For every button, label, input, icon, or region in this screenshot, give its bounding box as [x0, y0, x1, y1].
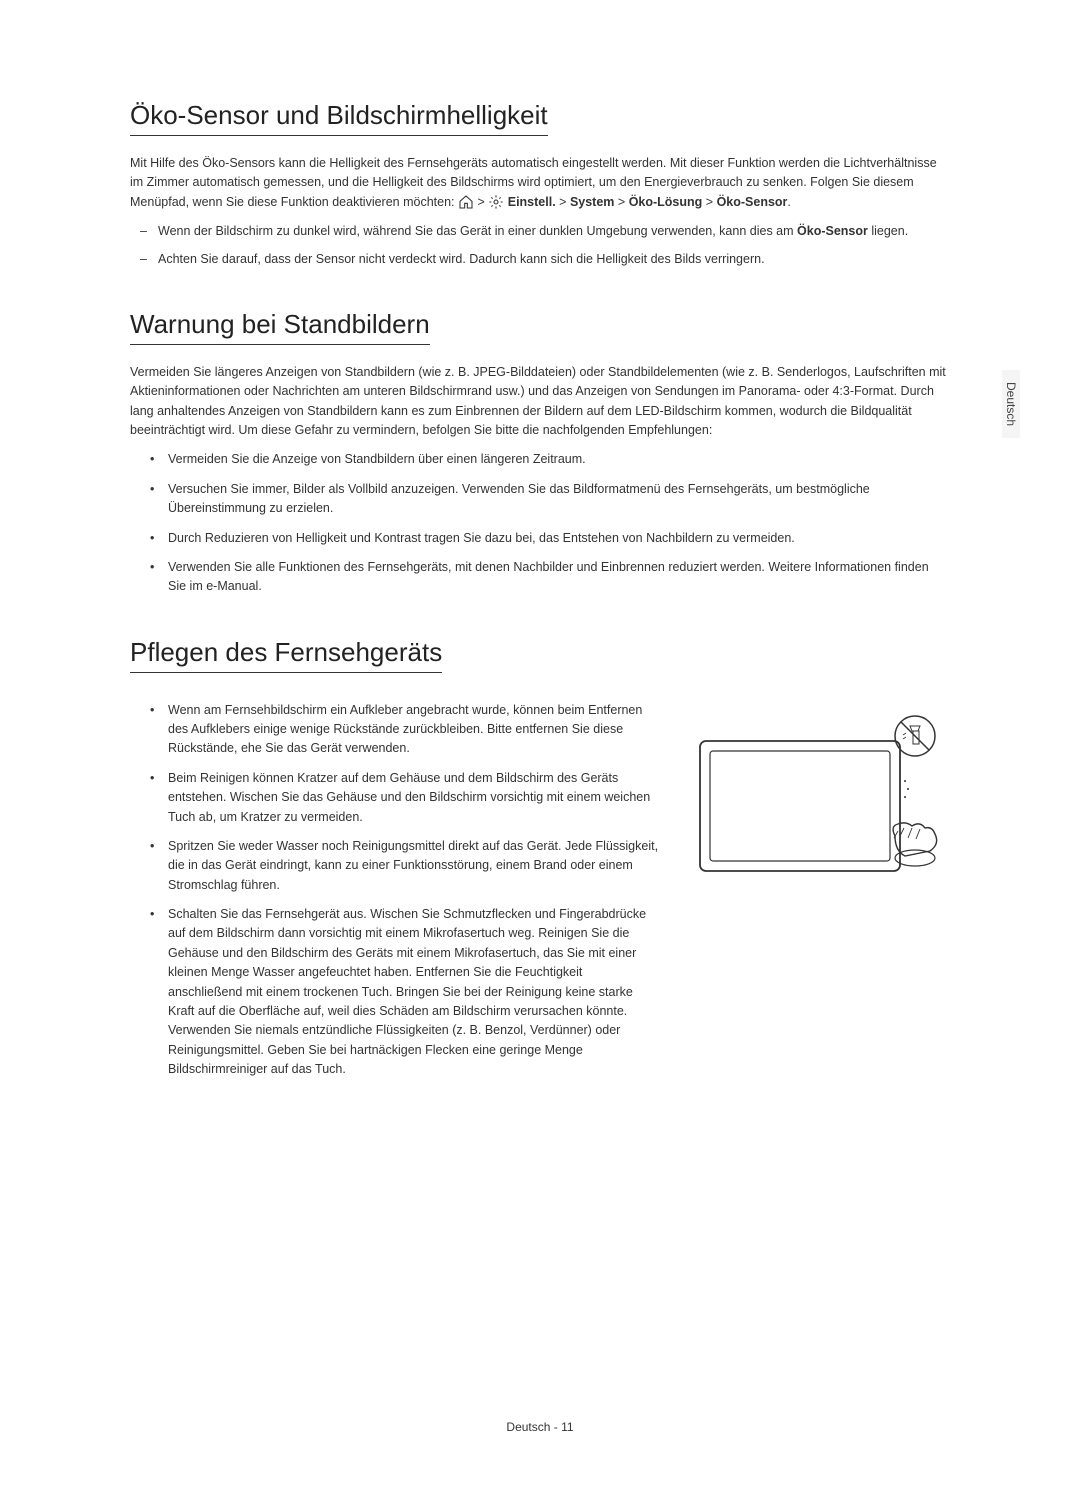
settings-icon	[488, 194, 504, 210]
intro-paragraph: Mit Hilfe des Öko-Sensors kann die Helli…	[130, 154, 950, 212]
warnung-intro: Vermeiden Sie längeres Anzeigen von Stan…	[130, 363, 950, 441]
note-text: Wenn der Bildschirm zu dunkel wird, währ…	[158, 224, 797, 238]
heading-pflegen: Pflegen des Fernsehgeräts	[130, 637, 442, 673]
separator: >	[618, 195, 629, 209]
list-item: Verwenden Sie alle Funktionen des Fernse…	[154, 558, 950, 597]
page-footer: Deutsch - 11	[0, 1420, 1080, 1434]
section-pflegen: Pflegen des Fernsehgeräts Wenn am Fernse…	[130, 637, 950, 1090]
period: .	[787, 195, 790, 209]
pflegen-bullets: Wenn am Fernsehbildschirm ein Aufkleber …	[130, 701, 660, 1080]
pflegen-text-col: Wenn am Fernsehbildschirm ein Aufkleber …	[130, 691, 660, 1090]
section-oko-sensor: Öko-Sensor und Bildschirmhelligkeit Mit …	[130, 100, 950, 269]
heading-warnung: Warnung bei Standbildern	[130, 309, 430, 345]
section-warnung: Warnung bei Standbildern Vermeiden Sie l…	[130, 309, 950, 597]
heading-oko-sensor: Öko-Sensor und Bildschirmhelligkeit	[130, 100, 548, 136]
list-item: Spritzen Sie weder Wasser noch Reinigung…	[154, 837, 660, 895]
note-item: Achten Sie darauf, dass der Sensor nicht…	[144, 250, 950, 269]
note-list: Wenn der Bildschirm zu dunkel wird, währ…	[130, 222, 950, 269]
separator: >	[477, 195, 488, 209]
note-bold: Öko-Sensor	[797, 224, 868, 238]
note-item: Wenn der Bildschirm zu dunkel wird, währ…	[144, 222, 950, 241]
separator: >	[559, 195, 570, 209]
menu-einstell: Einstell.	[508, 195, 556, 209]
menu-system: System	[570, 195, 614, 209]
list-item: Schalten Sie das Fernsehgerät aus. Wisch…	[154, 905, 660, 1079]
language-tab: Deutsch	[1002, 370, 1020, 438]
list-item: Durch Reduzieren von Helligkeit und Kont…	[154, 529, 950, 548]
list-item: Vermeiden Sie die Anzeige von Standbilde…	[154, 450, 950, 469]
separator: >	[706, 195, 717, 209]
home-icon	[458, 194, 474, 210]
warnung-bullets: Vermeiden Sie die Anzeige von Standbilde…	[130, 450, 950, 596]
menu-oko-losung: Öko-Lösung	[629, 195, 703, 209]
tv-cleaning-illustration	[690, 711, 950, 891]
menu-oko-sensor: Öko-Sensor	[717, 195, 788, 209]
illustration-col	[690, 691, 950, 896]
list-item: Wenn am Fernsehbildschirm ein Aufkleber …	[154, 701, 660, 759]
list-item: Versuchen Sie immer, Bilder als Vollbild…	[154, 480, 950, 519]
note-text-end: liegen.	[868, 224, 908, 238]
list-item: Beim Reinigen können Kratzer auf dem Geh…	[154, 769, 660, 827]
